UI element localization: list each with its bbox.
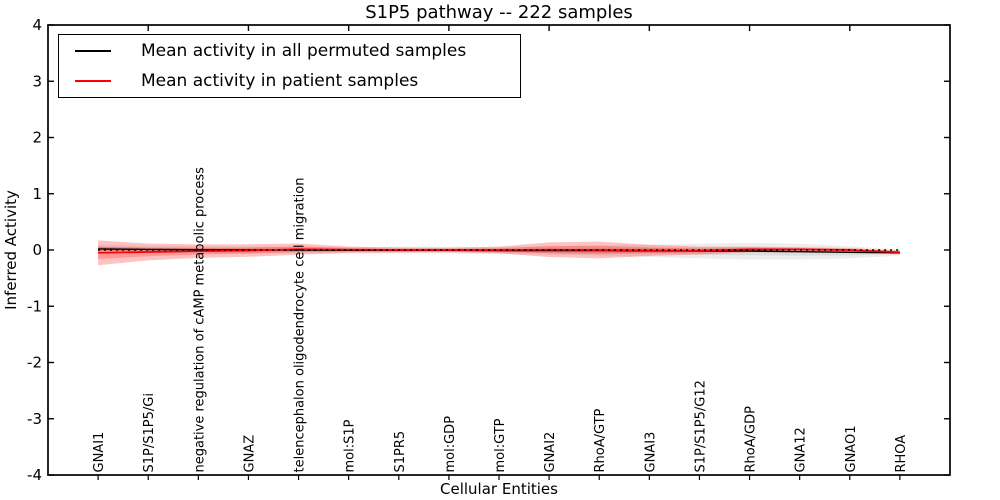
y-tick-label: 4 <box>32 16 42 34</box>
x-category-label: mol:GTP <box>493 418 508 472</box>
x-category-label: S1P/S1P5/Gi <box>142 393 157 472</box>
x-category-labels: GNAI1 S1P/S1P5/Gi negative regulation of c… <box>92 167 909 473</box>
x-category-label: negative regulation of cAMP metabolic pr… <box>192 167 207 473</box>
y-tick-label: -3 <box>27 410 42 428</box>
x-axis-label: Cellular Entities <box>440 480 558 498</box>
x-category-label: GNAO1 <box>844 426 859 473</box>
chart-title: S1P5 pathway -- 222 samples <box>365 2 633 23</box>
y-tick-labels: -4 -3 -2 -1 0 1 2 3 4 <box>27 16 42 484</box>
x-category-label: telencephalon oligodendrocyte cell migra… <box>293 178 308 473</box>
x-category-label: GNAZ <box>242 435 257 473</box>
y-tick-label: -2 <box>27 354 42 372</box>
x-category-label: mol:GDP <box>443 416 458 473</box>
y-axis-label: Inferred Activity <box>2 190 20 310</box>
y-tick-label: 1 <box>32 185 42 203</box>
legend-label-permuted: Mean activity in all permuted samples <box>141 40 467 61</box>
legend-line-red <box>75 80 111 83</box>
x-category-label: RHOA <box>894 435 909 473</box>
x-category-label: RhoA/GDP <box>744 406 759 473</box>
legend-item-patient: Mean activity in patient samples <box>59 66 520 96</box>
y-tick-label: 0 <box>32 241 42 259</box>
y-tick-label: -4 <box>27 466 42 484</box>
legend-item-permuted: Mean activity in all permuted samples <box>59 36 520 66</box>
x-category-label: GNAI3 <box>643 432 658 473</box>
y-tick-label: -1 <box>27 297 42 315</box>
x-category-label: S1PR5 <box>393 431 408 473</box>
y-tick-label: 2 <box>32 129 42 147</box>
x-category-label: S1P/S1P5/G12 <box>693 380 708 472</box>
band-outer-1 <box>98 240 900 266</box>
confidence-bands <box>98 240 900 266</box>
x-category-label: GNAI2 <box>543 432 558 473</box>
y-tick-label: 3 <box>32 72 42 90</box>
axes-frame <box>47 24 951 476</box>
x-category-label: mol:S1P <box>343 419 358 472</box>
legend-line-black <box>75 49 111 52</box>
legend: Mean activity in all permuted samples Me… <box>58 34 521 98</box>
x-category-label: GNA12 <box>794 427 809 472</box>
legend-label-patient: Mean activity in patient samples <box>141 71 419 92</box>
mean-lines <box>98 248 900 254</box>
x-category-label: GNAI1 <box>92 432 107 473</box>
x-category-label: RhoA/GTP <box>593 408 608 472</box>
